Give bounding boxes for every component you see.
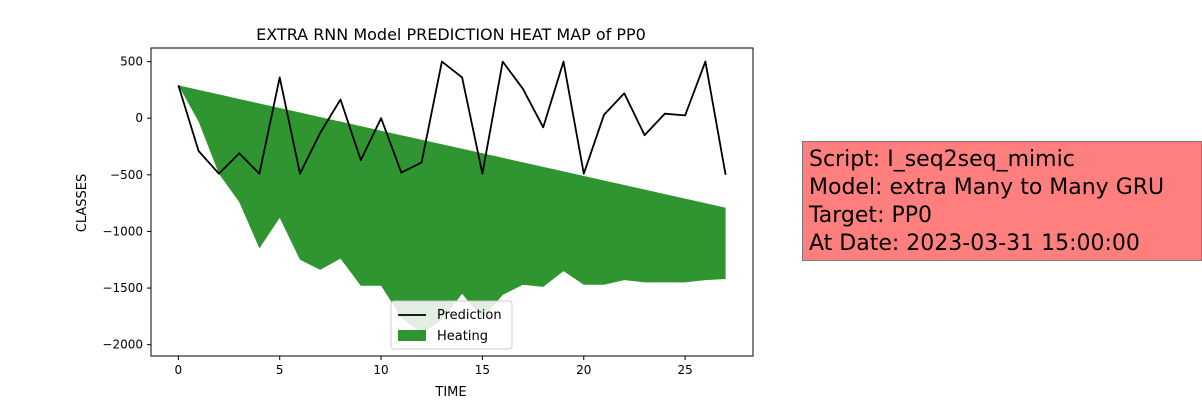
info-box: Script: I_seq2seq_mimic Model: extra Man… <box>802 141 1202 261</box>
x-tick-label: 20 <box>576 363 591 377</box>
plot-frame <box>150 47 754 357</box>
y-tick-label: −1000 <box>102 224 143 238</box>
heating-area <box>178 85 726 334</box>
info-model: Model: extra Many to Many GRU <box>809 175 1165 200</box>
legend-heating-swatch <box>398 330 426 341</box>
plot-area: 0 5 10 15 20 25 500 0 −500 −1000 −1500 −2000 <box>102 47 754 377</box>
chart-figure: EXTRA RNN Model PREDICTION HEAT MAP of P… <box>75 25 754 400</box>
x-tick-label: 10 <box>373 363 388 377</box>
legend-heating-label: Heating <box>437 329 488 344</box>
prediction-line <box>177 60 727 175</box>
x-tick-label: 25 <box>677 363 692 377</box>
y-axis-label: CLASSES <box>75 174 90 232</box>
x-tick-label: 5 <box>276 363 284 377</box>
info-script: Script: I_seq2seq_mimic <box>809 147 1075 172</box>
chart-title: EXTRA RNN Model PREDICTION HEAT MAP of P… <box>256 25 646 44</box>
info-target: Target: PP0 <box>809 203 932 228</box>
x-tick-label: 0 <box>175 363 183 377</box>
legend: Prediction Heating <box>390 300 513 350</box>
y-tick-label: −500 <box>110 168 143 182</box>
y-tick-label: −1500 <box>102 281 143 295</box>
info-date: At Date: 2023-03-31 15:00:00 <box>809 231 1140 256</box>
legend-prediction-label: Prediction <box>437 308 502 323</box>
y-tick-label: 0 <box>135 111 143 125</box>
y-tick-label: −2000 <box>102 338 143 352</box>
y-tick-label: 500 <box>120 55 143 69</box>
x-axis-label: TIME <box>434 385 466 400</box>
x-tick-label: 15 <box>475 363 490 377</box>
